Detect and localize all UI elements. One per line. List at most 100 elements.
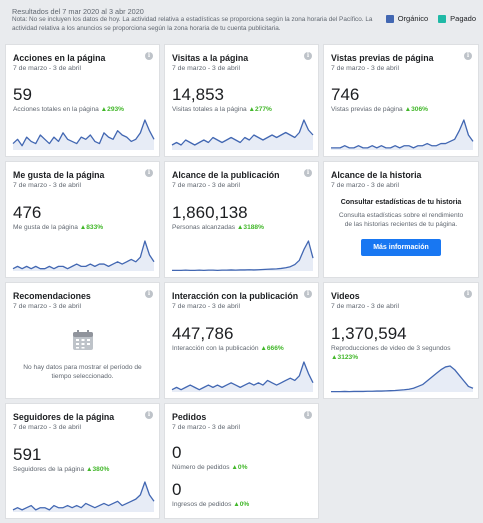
info-icon[interactable]: i [464, 290, 472, 298]
sparkline-chart [12, 240, 155, 271]
metric-value: 1,860,138 [172, 203, 248, 222]
sparkline-chart [12, 481, 155, 512]
legend: Orgánico Pagado [385, 14, 476, 23]
card-date: 7 de marzo - 3 de abril [13, 65, 82, 72]
metric-caption: Vistas previas de página ▲306% [331, 106, 428, 113]
legend-paid[interactable]: Pagado [438, 14, 476, 23]
card-date: 7 de marzo - 3 de abril [331, 303, 400, 310]
sparkline-chart [172, 240, 314, 272]
card-page-actions[interactable]: Acciones en la página 7 de marzo - 3 de … [5, 44, 160, 157]
card-story-reach[interactable]: Alcance de la historia 7 de marzo - 3 de… [323, 161, 479, 278]
metric-caption: Personas alcanzadas ▲3188% [172, 224, 264, 231]
sparkline-line [12, 119, 155, 147]
sparkline-chart [171, 361, 314, 392]
metric-change: ▲3123% [331, 354, 358, 361]
empty-state: No hay datos para mostrar el período de … [6, 329, 159, 382]
info-icon[interactable]: i [304, 169, 312, 177]
card-title: Me gusta de la página [13, 170, 105, 180]
info-icon[interactable]: i [464, 52, 472, 60]
sparkline-area [172, 120, 313, 150]
card-page-likes[interactable]: Me gusta de la página 7 de marzo - 3 de … [5, 161, 160, 278]
sparkline-chart [171, 119, 314, 150]
sparkline-line [171, 361, 314, 391]
sparkline-chart [331, 119, 474, 150]
card-page-followers[interactable]: Seguidores de la página 7 de marzo - 3 d… [5, 403, 160, 519]
card-date: 7 de marzo - 3 de abril [13, 303, 82, 310]
legend-organic-label: Orgánico [397, 14, 429, 23]
sparkline-line [172, 240, 314, 272]
date-range-text: Resultados del 7 mar 2020 al 3 abr 2020 [12, 7, 144, 16]
card-date: 7 de marzo - 3 de abril [331, 182, 400, 189]
orders-count-value: 0 [172, 443, 182, 462]
change-badge: ▲306% [404, 106, 428, 113]
metric-caption: Seguidores de la página ▲380% [13, 466, 110, 473]
metric-caption: Interacción con la publicación ▲666% [172, 345, 284, 352]
story-heading: Consultar estadísticas de tu historia [340, 199, 462, 206]
card-videos[interactable]: Videos 7 de marzo - 3 de abril i 1,370,5… [323, 282, 479, 399]
change-badge: ▲277% [248, 106, 272, 113]
metric-value: 476 [13, 203, 42, 222]
info-icon[interactable]: i [304, 52, 312, 60]
learn-more-button[interactable]: Más información [361, 238, 441, 256]
metric-value: 447,786 [172, 324, 234, 343]
card-title: Seguidores de la página [13, 412, 115, 422]
sparkline-area [13, 241, 154, 271]
sparkline-area [13, 120, 154, 150]
metric-caption: Reproducciones de video de 3 segundos [331, 345, 451, 352]
card-date: 7 de marzo - 3 de abril [172, 65, 241, 72]
change-badge: ▲380% [85, 466, 110, 473]
card-title: Recomendaciones [13, 291, 91, 301]
card-title: Interacción con la publicación [172, 291, 299, 301]
card-title: Alcance de la historia [331, 170, 422, 180]
organic-swatch-icon [385, 14, 394, 23]
info-icon[interactable]: i [304, 411, 312, 419]
card-page-visits[interactable]: Visitas a la página 7 de marzo - 3 de ab… [164, 44, 319, 157]
metric-value: 591 [13, 445, 42, 464]
sparkline-area [172, 241, 313, 271]
card-date: 7 de marzo - 3 de abril [13, 182, 82, 189]
metric-value: 14,853 [172, 85, 224, 104]
info-icon[interactable]: i [145, 169, 153, 177]
metric-caption: Me gusta de la página ▲833% [13, 224, 104, 231]
card-date: 7 de marzo - 3 de abril [13, 424, 82, 431]
metric-caption: Acciones totales en la página ▲293% [13, 106, 125, 113]
card-recommendations[interactable]: Recomendaciones 7 de marzo - 3 de abril … [5, 282, 160, 399]
info-icon[interactable]: i [145, 52, 153, 60]
change-badge: ▲293% [100, 106, 125, 113]
change-badge: ▲3123% [331, 354, 359, 361]
card-post-engagement[interactable]: Interacción con la publicación 7 de marz… [164, 282, 319, 399]
change-badge: ▲833% [79, 224, 104, 231]
card-date: 7 de marzo - 3 de abril [172, 303, 241, 310]
card-title: Videos [331, 291, 360, 301]
card-page-previews[interactable]: Vistas previas de página 7 de marzo - 3 … [323, 44, 479, 157]
change-badge: ▲3188% [236, 224, 264, 231]
timezone-note: Nota: No se incluyen los datos de hoy. L… [12, 16, 373, 32]
change-badge: ▲0% [233, 501, 250, 508]
info-icon[interactable]: i [304, 290, 312, 298]
story-text: Consulta estadísticas sobre el rendimien… [338, 212, 464, 228]
empty-message: No hay datos para mostrar el período de … [23, 364, 142, 380]
sparkline-area [13, 482, 154, 512]
sparkline-area [331, 120, 473, 150]
card-date: 7 de marzo - 3 de abril [172, 182, 241, 189]
change-badge: ▲666% [260, 345, 284, 352]
results-header: Resultados del 7 mar 2020 al 3 abr 2020 … [8, 4, 478, 36]
sparkline-line [12, 240, 155, 270]
card-orders[interactable]: Pedidos 7 de marzo - 3 de abril i 0 Núme… [164, 403, 319, 519]
card-post-reach[interactable]: Alcance de la publicación 7 de marzo - 3… [164, 161, 319, 278]
card-title: Pedidos [172, 412, 207, 422]
legend-organic[interactable]: Orgánico [385, 14, 429, 23]
card-date: 7 de marzo - 3 de abril [331, 65, 400, 72]
metric-value: 1,370,594 [331, 324, 407, 343]
card-title: Visitas a la página [172, 53, 249, 63]
card-title: Vistas previas de página [331, 53, 434, 63]
sparkline-line [12, 481, 155, 511]
sparkline-line [331, 365, 474, 393]
sparkline-line [331, 119, 474, 149]
metric-value: 746 [331, 85, 360, 104]
info-icon[interactable]: i [145, 411, 153, 419]
story-promo: Consultar estadísticas de tu historia Co… [324, 199, 478, 256]
sparkline-chart [12, 119, 155, 150]
info-icon[interactable]: i [145, 290, 153, 298]
sparkline-chart [331, 365, 474, 393]
